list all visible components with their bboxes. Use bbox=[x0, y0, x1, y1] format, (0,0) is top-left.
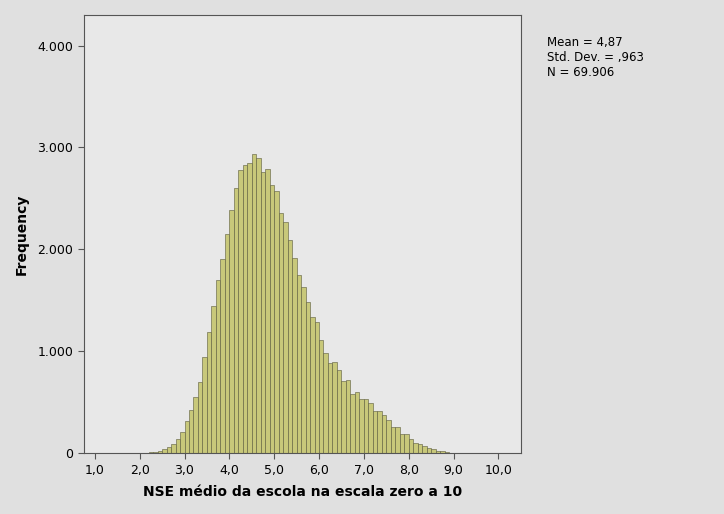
Bar bbox=[185, 421, 189, 453]
Bar bbox=[153, 452, 158, 453]
Bar bbox=[324, 354, 328, 453]
Bar bbox=[189, 410, 193, 453]
Bar bbox=[216, 280, 220, 453]
Bar bbox=[252, 154, 256, 453]
Bar bbox=[261, 172, 265, 453]
Bar bbox=[342, 381, 346, 453]
Bar bbox=[413, 443, 418, 453]
Bar bbox=[310, 317, 314, 453]
Bar bbox=[373, 411, 377, 453]
Bar bbox=[234, 188, 238, 453]
Bar bbox=[408, 439, 413, 453]
Bar bbox=[449, 452, 453, 453]
Bar bbox=[369, 403, 373, 453]
Bar bbox=[350, 394, 355, 453]
Bar bbox=[346, 380, 350, 453]
Bar bbox=[337, 370, 342, 453]
Bar bbox=[436, 451, 440, 453]
Bar bbox=[314, 322, 319, 453]
Bar bbox=[274, 191, 279, 453]
Bar bbox=[422, 446, 426, 453]
Bar bbox=[283, 222, 287, 453]
Bar bbox=[167, 448, 171, 453]
Bar bbox=[319, 340, 324, 453]
Bar bbox=[248, 163, 252, 453]
Bar bbox=[230, 210, 234, 453]
Bar bbox=[306, 302, 310, 453]
Bar bbox=[387, 420, 391, 453]
Bar bbox=[364, 399, 369, 453]
Bar bbox=[148, 452, 153, 453]
Bar bbox=[328, 362, 332, 453]
Bar bbox=[256, 158, 261, 453]
Bar bbox=[391, 427, 395, 453]
Bar bbox=[395, 428, 400, 453]
Bar bbox=[171, 444, 175, 453]
Bar bbox=[292, 258, 297, 453]
Bar bbox=[431, 449, 436, 453]
Bar bbox=[332, 362, 337, 453]
Bar bbox=[359, 399, 364, 453]
Text: Mean = 4,87
Std. Dev. = ,963
N = 69.906: Mean = 4,87 Std. Dev. = ,963 N = 69.906 bbox=[547, 36, 644, 79]
Bar bbox=[269, 185, 274, 453]
Bar bbox=[158, 451, 162, 453]
Bar bbox=[355, 392, 359, 453]
Bar bbox=[279, 212, 283, 453]
Bar bbox=[265, 169, 269, 453]
Bar bbox=[203, 357, 207, 453]
Bar bbox=[220, 259, 225, 453]
Bar bbox=[418, 445, 422, 453]
Bar bbox=[297, 275, 301, 453]
Bar bbox=[175, 439, 180, 453]
Bar bbox=[180, 432, 185, 453]
Bar bbox=[426, 448, 431, 453]
X-axis label: NSE médio da escola na escala zero a 10: NSE médio da escola na escala zero a 10 bbox=[143, 485, 462, 499]
Bar bbox=[287, 240, 292, 453]
Y-axis label: Frequency: Frequency bbox=[15, 193, 29, 275]
Bar bbox=[377, 411, 382, 453]
Bar bbox=[225, 234, 230, 453]
Bar bbox=[211, 305, 216, 453]
Bar bbox=[243, 166, 248, 453]
Bar bbox=[400, 434, 404, 453]
Bar bbox=[193, 397, 198, 453]
Bar bbox=[198, 381, 203, 453]
Bar bbox=[382, 415, 387, 453]
Bar bbox=[238, 170, 243, 453]
Bar bbox=[445, 452, 449, 453]
Bar bbox=[207, 332, 211, 453]
Bar bbox=[440, 451, 445, 453]
Bar bbox=[301, 287, 306, 453]
Bar bbox=[162, 449, 167, 453]
Bar bbox=[404, 434, 408, 453]
